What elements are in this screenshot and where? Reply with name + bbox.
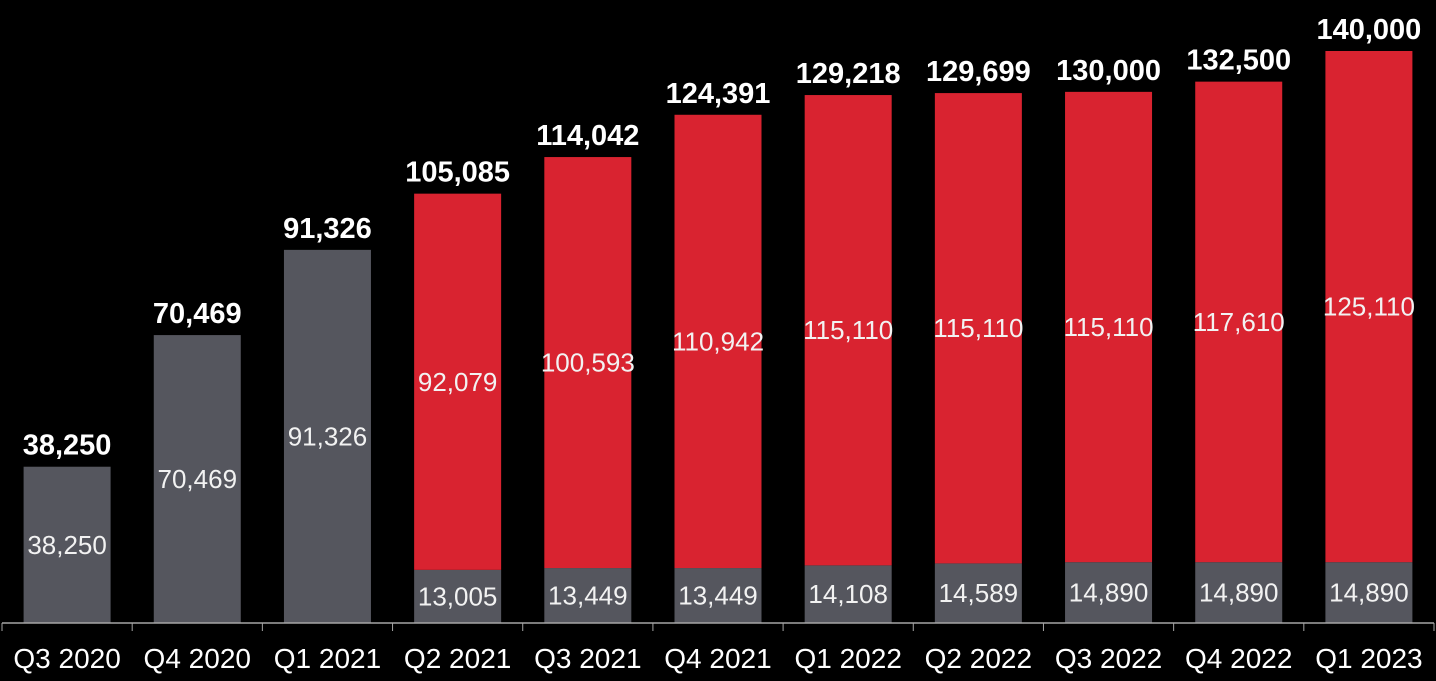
bar-segment-1 bbox=[674, 114, 762, 569]
bar-segment-1 bbox=[1195, 81, 1283, 563]
x-tick-label: Q4 2020 bbox=[144, 643, 251, 674]
total-value-label: 124,391 bbox=[666, 78, 771, 110]
bar-segment-0 bbox=[1195, 562, 1283, 623]
x-tick-label: Q3 2020 bbox=[13, 643, 120, 674]
segment-value-label: 13,005 bbox=[418, 581, 498, 611]
bar-segment-0 bbox=[674, 568, 762, 623]
total-value-label: 91,326 bbox=[283, 213, 372, 245]
segment-value-label: 14,890 bbox=[1329, 578, 1409, 608]
segment-labels-group: 38,250 70,469 91,326 13,005 92,079 13,449 100,… bbox=[27, 292, 1415, 612]
segment-value-label: 38,250 bbox=[27, 530, 107, 560]
total-value-label: 140,000 bbox=[1316, 14, 1421, 46]
x-tick-label: Q1 2021 bbox=[274, 643, 381, 674]
bar-segment-0 bbox=[23, 466, 111, 623]
x-tick-label: Q3 2021 bbox=[534, 643, 641, 674]
x-tick-label: Q4 2021 bbox=[664, 643, 771, 674]
segment-value-label: 14,108 bbox=[808, 579, 888, 609]
x-ticks-group bbox=[1, 623, 1435, 631]
x-tick-label: Q4 2022 bbox=[1185, 643, 1292, 674]
segment-value-label: 110,942 bbox=[672, 326, 764, 356]
segment-value-label: 115,110 bbox=[1063, 312, 1153, 342]
bar-segment-1 bbox=[414, 193, 502, 570]
segment-value-label: 92,079 bbox=[418, 367, 498, 397]
bars-group bbox=[23, 51, 1413, 624]
total-value-label: 132,500 bbox=[1186, 45, 1291, 77]
segment-value-label: 70,469 bbox=[158, 464, 238, 494]
bar-segment-0 bbox=[934, 563, 1022, 623]
segment-value-label: 117,610 bbox=[1193, 307, 1285, 337]
total-value-label: 38,250 bbox=[23, 430, 112, 462]
bar-segment-0 bbox=[804, 565, 892, 623]
x-tick-label: Q2 2021 bbox=[404, 643, 511, 674]
segment-value-label: 115,110 bbox=[803, 315, 893, 345]
segment-value-label: 125,110 bbox=[1323, 292, 1415, 322]
bar-segment-1 bbox=[934, 93, 1022, 564]
bar-segment-1 bbox=[544, 157, 632, 569]
total-value-label: 105,085 bbox=[405, 157, 510, 189]
bar-segment-1 bbox=[1325, 51, 1413, 563]
segment-value-label: 13,449 bbox=[678, 581, 758, 611]
bar-segment-1 bbox=[1065, 91, 1153, 563]
total-value-label: 130,000 bbox=[1056, 55, 1161, 87]
total-value-label: 129,218 bbox=[796, 58, 901, 90]
bar-segment-0 bbox=[1065, 562, 1153, 623]
segment-value-label: 91,326 bbox=[288, 421, 368, 451]
segment-value-label: 14,589 bbox=[939, 578, 1019, 608]
bar-segment-0 bbox=[544, 568, 632, 623]
bar-segment-1 bbox=[804, 95, 892, 566]
x-tick-label: Q3 2022 bbox=[1055, 643, 1162, 674]
segment-value-label: 14,890 bbox=[1199, 578, 1279, 608]
x-tick-label: Q1 2022 bbox=[794, 643, 901, 674]
bar-segment-0 bbox=[414, 569, 502, 623]
total-value-label: 70,469 bbox=[153, 298, 242, 330]
x-tick-label: Q2 2022 bbox=[925, 643, 1032, 674]
x-tick-labels-group: Q3 2020 Q4 2020 Q1 2021 Q2 2021 Q3 2021 Q4 20… bbox=[13, 643, 1422, 674]
bar-segment-0 bbox=[1325, 562, 1413, 623]
bar-segment-0 bbox=[283, 249, 371, 624]
total-value-label: 114,042 bbox=[536, 120, 639, 152]
bar-segment-0 bbox=[153, 335, 241, 623]
segment-value-label: 13,449 bbox=[548, 581, 628, 611]
segment-value-label: 115,110 bbox=[933, 313, 1023, 343]
total-value-label: 129,699 bbox=[926, 56, 1031, 88]
segment-value-label: 14,890 bbox=[1069, 578, 1149, 608]
segment-value-label: 100,593 bbox=[541, 348, 635, 378]
total-labels-group: 38,250 70,469 91,326 105,085 114,042 124,391 1… bbox=[23, 14, 1422, 462]
x-tick-label: Q1 2023 bbox=[1315, 643, 1422, 674]
